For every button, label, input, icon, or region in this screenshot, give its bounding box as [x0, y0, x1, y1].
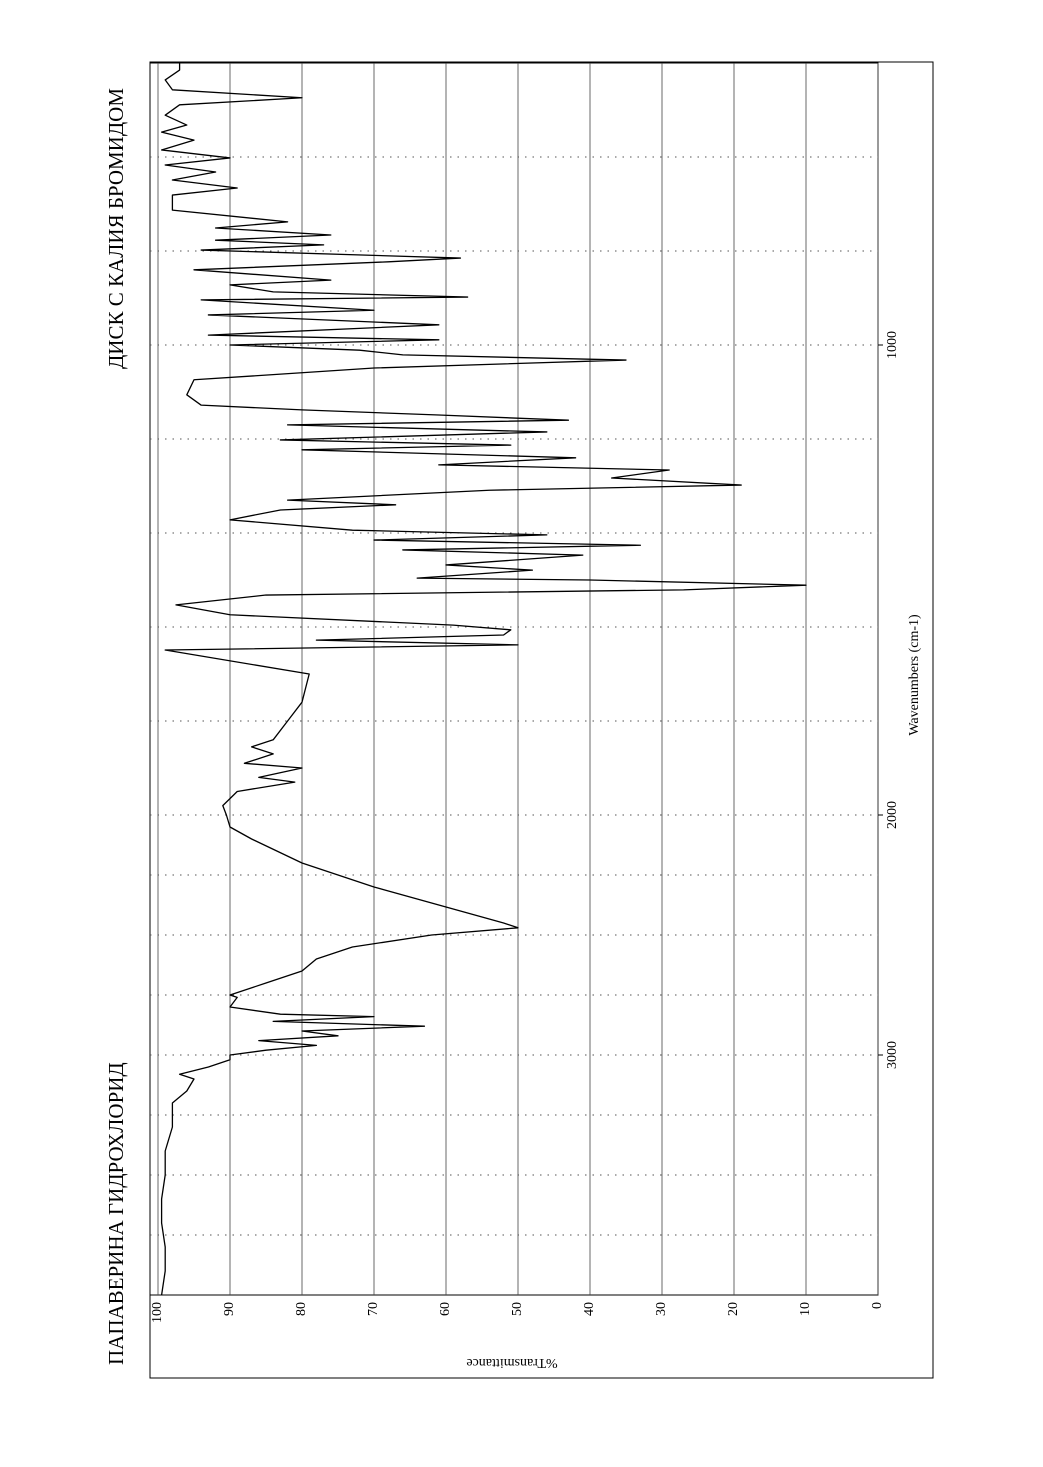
y-tick-label: 80 — [294, 1302, 309, 1316]
y-tick-label: 20 — [726, 1302, 741, 1316]
y-tick-label: 30 — [654, 1302, 669, 1316]
y-tick-label: 50 — [510, 1302, 525, 1316]
spectrum-line — [160, 63, 807, 1296]
y-tick-label: 60 — [438, 1302, 453, 1316]
chart-subtitle: ДИСК С КАЛИЯ БРОМИДОМ — [104, 88, 128, 369]
x-tick-label: 2000 — [885, 801, 900, 829]
page-frame — [149, 61, 934, 1379]
x-tick-label: 3000 — [885, 1041, 900, 1069]
y-tick-label: 0 — [870, 1302, 885, 1309]
y-tick-label: 90 — [222, 1302, 237, 1316]
y-tick-label: 70 — [366, 1302, 381, 1316]
rotated-plot: ПАПАВЕРИНА ГИДРОХЛОРИД ДИСК С КАЛИЯ БРОМ… — [104, 61, 934, 1379]
x-tick-label: 1000 — [885, 331, 900, 359]
y-tick-label: 40 — [582, 1302, 597, 1316]
y-tick-label: 10 — [798, 1302, 813, 1316]
chart-title: ПАПАВЕРИНА ГИДРОХЛОРИД — [104, 1062, 128, 1365]
y-axis-label: %Transmittance — [466, 1355, 557, 1370]
x-axis-label: Wavenumbers (cm-1) — [907, 614, 922, 736]
y-tick-label: 100 — [150, 1302, 165, 1323]
